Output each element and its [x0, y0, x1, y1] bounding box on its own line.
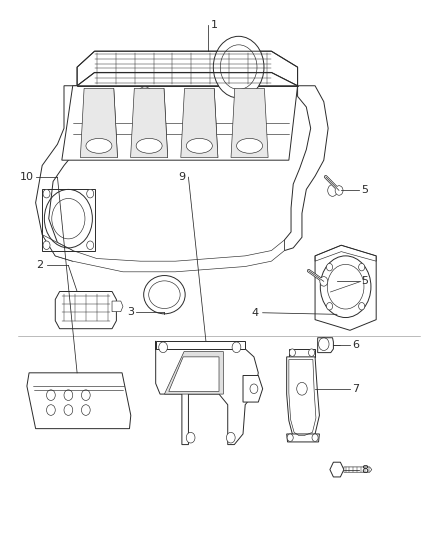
Ellipse shape: [86, 139, 112, 154]
Text: 4: 4: [251, 308, 258, 318]
Polygon shape: [155, 341, 258, 445]
Ellipse shape: [149, 281, 180, 309]
Circle shape: [320, 256, 371, 318]
Circle shape: [87, 241, 94, 249]
Polygon shape: [344, 467, 372, 472]
Polygon shape: [42, 235, 285, 272]
Polygon shape: [169, 357, 219, 391]
Circle shape: [87, 189, 94, 198]
Polygon shape: [131, 88, 168, 158]
Circle shape: [297, 382, 307, 395]
Circle shape: [213, 36, 264, 98]
Polygon shape: [77, 51, 297, 86]
Polygon shape: [55, 292, 117, 329]
Circle shape: [46, 390, 55, 400]
Polygon shape: [318, 338, 333, 353]
Text: 7: 7: [352, 384, 359, 394]
Circle shape: [320, 277, 328, 286]
Circle shape: [64, 405, 73, 415]
Text: 1: 1: [211, 20, 218, 30]
Circle shape: [43, 189, 50, 198]
Circle shape: [137, 87, 152, 106]
Polygon shape: [231, 88, 268, 158]
Circle shape: [81, 405, 90, 415]
Circle shape: [46, 405, 55, 415]
Polygon shape: [27, 373, 131, 429]
Ellipse shape: [144, 276, 185, 314]
Circle shape: [250, 384, 258, 393]
Circle shape: [312, 434, 318, 441]
Text: 9: 9: [178, 172, 185, 182]
Polygon shape: [287, 357, 319, 439]
Polygon shape: [112, 301, 123, 312]
Circle shape: [328, 184, 337, 196]
Circle shape: [326, 263, 332, 271]
Polygon shape: [285, 86, 328, 251]
Polygon shape: [155, 341, 245, 349]
Text: 10: 10: [19, 172, 33, 182]
Circle shape: [186, 432, 195, 443]
Circle shape: [359, 303, 365, 310]
Polygon shape: [181, 88, 218, 158]
Text: 5: 5: [361, 277, 368, 286]
Text: 6: 6: [352, 340, 359, 350]
Circle shape: [326, 303, 332, 310]
Circle shape: [159, 342, 167, 353]
Ellipse shape: [136, 139, 162, 154]
Ellipse shape: [237, 139, 262, 154]
Polygon shape: [164, 352, 223, 394]
Ellipse shape: [186, 139, 212, 154]
Polygon shape: [330, 462, 344, 477]
Polygon shape: [81, 88, 117, 158]
Polygon shape: [287, 434, 319, 442]
Polygon shape: [289, 349, 315, 357]
Circle shape: [359, 263, 365, 271]
Text: 2: 2: [36, 261, 43, 270]
Circle shape: [226, 432, 235, 443]
Circle shape: [308, 349, 314, 357]
Circle shape: [335, 185, 343, 195]
Circle shape: [287, 434, 293, 441]
Circle shape: [99, 100, 112, 115]
Circle shape: [64, 390, 73, 400]
Circle shape: [43, 241, 50, 249]
Text: 8: 8: [361, 465, 368, 474]
Polygon shape: [243, 375, 263, 402]
Circle shape: [81, 390, 90, 400]
Polygon shape: [35, 86, 77, 261]
Polygon shape: [62, 86, 297, 160]
Text: 5: 5: [361, 185, 368, 196]
Circle shape: [289, 349, 295, 357]
Circle shape: [232, 342, 241, 353]
Text: 3: 3: [127, 306, 134, 317]
Polygon shape: [315, 245, 376, 330]
